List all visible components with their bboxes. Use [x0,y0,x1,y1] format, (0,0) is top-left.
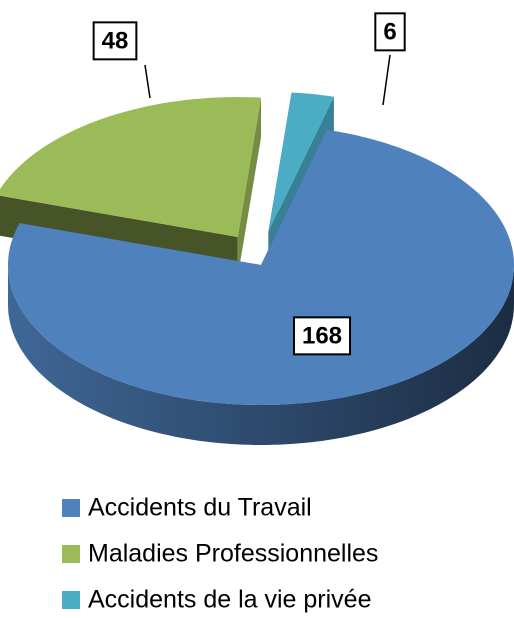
legend-label: Maladies Professionnelles [88,540,378,568]
data-label: 6 [383,18,396,45]
legend-swatch [62,591,80,609]
data-label: 48 [102,27,129,54]
slice-top [0,97,261,237]
legend-swatch [62,499,80,517]
label-box [374,12,406,52]
slice-side [237,97,261,277]
slice-top [8,129,514,406]
legend-swatch [62,545,80,563]
label-box [292,316,352,356]
leader-line [144,64,151,99]
label-box [92,21,138,61]
legend-label: Accidents du Travail [88,494,312,522]
slice [8,129,514,445]
leader-line [382,54,391,106]
legend-label: Accidents de la vie privée [88,586,371,614]
slice-wall [8,265,514,445]
data-label: 168 [302,322,342,349]
slice-top [268,92,334,232]
